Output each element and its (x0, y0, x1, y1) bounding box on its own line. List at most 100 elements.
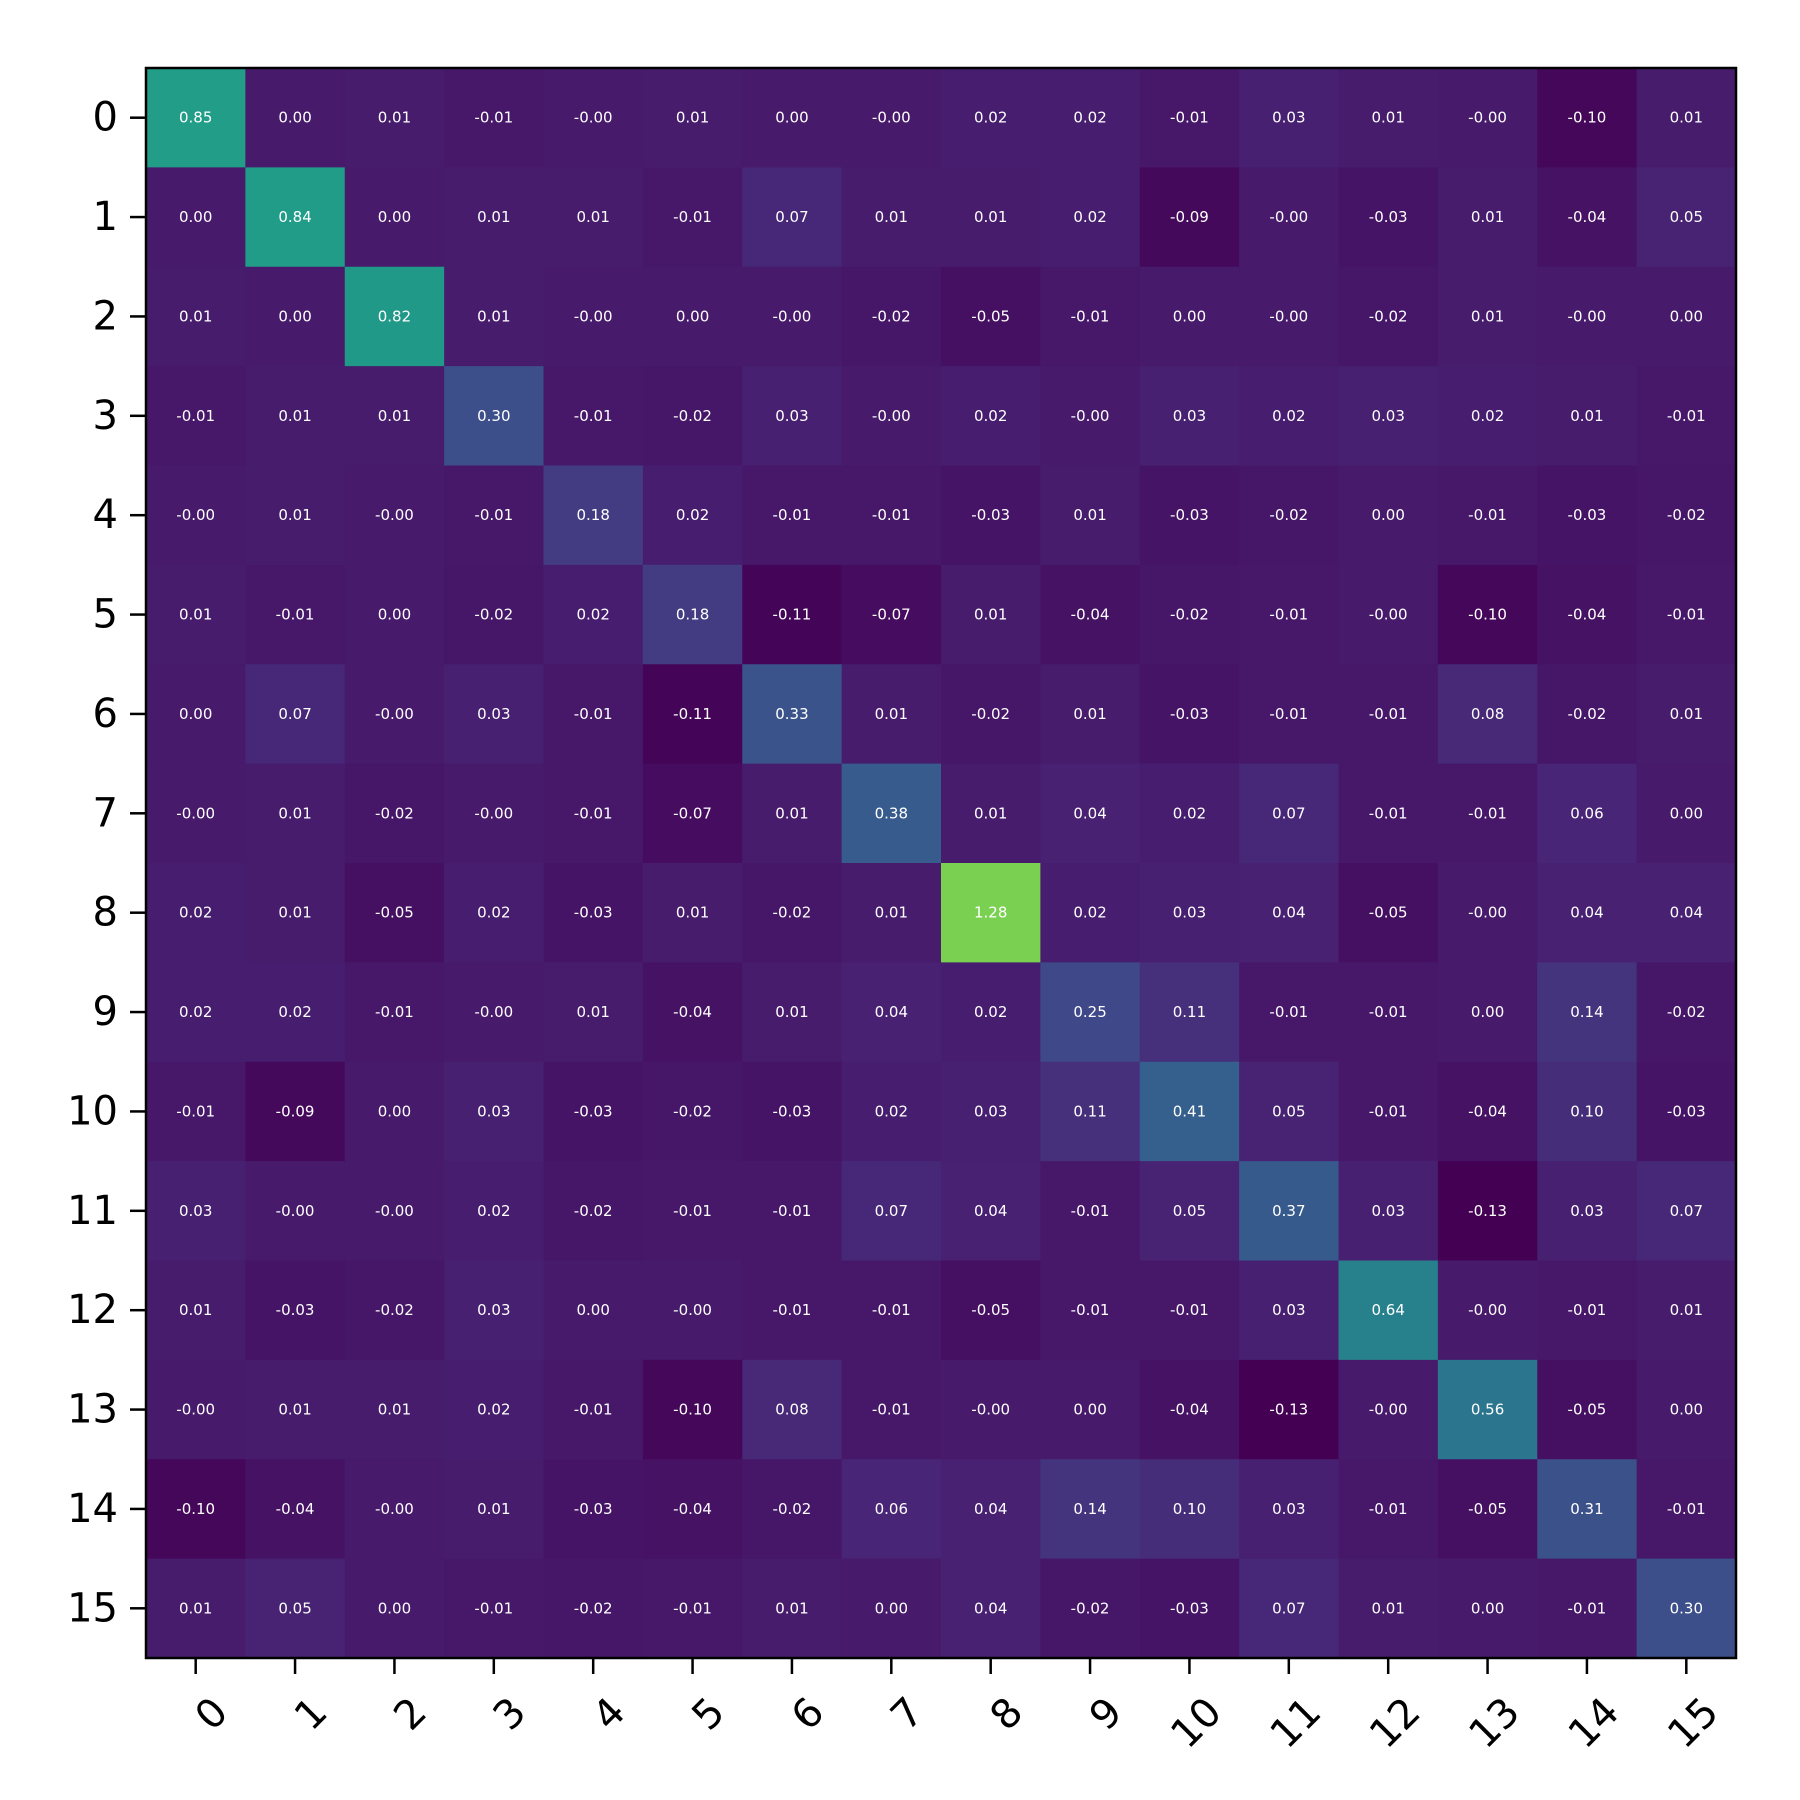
cell-value-label: -0.00 (574, 307, 613, 325)
heatmap-cell-r13-c12 (1338, 1359, 1439, 1460)
heatmap-cell-r13-c14 (1537, 1359, 1638, 1460)
heatmap-cell-r12-c10 (1139, 1260, 1240, 1361)
cell-value-label: 0.01 (676, 904, 709, 922)
cell-value-label: -0.01 (673, 1202, 712, 1220)
heatmap-cell-r7-c2 (344, 763, 445, 864)
cell-value-label: 0.03 (974, 1102, 1007, 1120)
heatmap-cell-r7-c13 (1437, 763, 1538, 864)
cell-value-label: 0.01 (278, 904, 311, 922)
cell-value-label: 0.00 (576, 1301, 609, 1319)
heatmap-cell-r7-c7 (841, 763, 942, 864)
heatmap-cell-r8-c9 (1040, 863, 1141, 963)
cell-value-label: -0.00 (1269, 208, 1308, 226)
heatmap-cell-r4-c12 (1338, 465, 1439, 566)
heatmap-cell-r8-c14 (1537, 863, 1638, 963)
cell-value-label: 0.02 (1173, 804, 1206, 822)
cell-value-label: 0.02 (477, 904, 510, 922)
heatmap-cell-r0-c5 (642, 68, 743, 168)
heatmap-cell-r2-c2 (344, 266, 445, 367)
cell-value-label: 0.06 (875, 1500, 908, 1518)
heatmap-cell-r8-c3 (444, 863, 545, 963)
cell-value-label: -0.02 (375, 1301, 414, 1319)
cell-value-label: -0.01 (1468, 804, 1507, 822)
cell-value-label: -0.01 (375, 1003, 414, 1021)
heatmap-cell-r11-c6 (742, 1161, 843, 1262)
heatmap-cell-r15-c8 (941, 1558, 1041, 1659)
heatmap-cell-r7-c5 (642, 763, 743, 864)
heatmap-cell-r9-c13 (1437, 962, 1538, 1063)
heatmap-cell-r9-c2 (344, 962, 445, 1063)
heatmap-cell-r0-c13 (1437, 68, 1538, 168)
cell-value-label: 0.37 (1272, 1202, 1305, 1220)
heatmap-cell-r15-c15 (1636, 1558, 1737, 1659)
cell-value-label: 0.06 (1570, 804, 1603, 822)
heatmap-cell-r2-c1 (245, 266, 346, 367)
cell-value-label: -0.02 (1071, 1599, 1110, 1617)
heatmap-cell-r12-c2 (344, 1260, 445, 1361)
cell-value-label: 0.18 (576, 506, 609, 524)
cell-value-label: -0.00 (1369, 606, 1408, 624)
cell-value-label: -0.03 (574, 1500, 613, 1518)
heatmap-cell-r2-c11 (1239, 266, 1340, 367)
cell-value-label: 0.01 (1670, 705, 1703, 723)
cell-value-label: -0.00 (773, 307, 812, 325)
heatmap-cell-r6-c7 (841, 664, 942, 765)
heatmap-cell-r14-c2 (344, 1459, 445, 1560)
heatmap-cell-r13-c0 (146, 1359, 246, 1460)
cell-value-label: -0.02 (1667, 506, 1706, 524)
heatmap-cell-r4-c6 (742, 465, 843, 566)
heatmap-cell-r9-c1 (245, 962, 346, 1063)
cell-value-label: 0.04 (974, 1500, 1007, 1518)
heatmap-cell-r13-c5 (642, 1359, 743, 1460)
x-tick-label: 2 (385, 1689, 436, 1740)
cell-value-label: -0.10 (1468, 606, 1507, 624)
heatmap-cell-r14-c12 (1338, 1459, 1439, 1560)
cell-value-label: 0.01 (1371, 1599, 1404, 1617)
cell-value-label: 0.02 (1073, 904, 1106, 922)
x-tick-label: 3 (485, 1689, 536, 1740)
heatmap-cell-r4-c8 (941, 465, 1041, 566)
cell-value-label: 0.01 (1670, 109, 1703, 127)
x-tick-label: 10 (1162, 1689, 1231, 1758)
heatmap-cell-r1-c4 (543, 167, 644, 268)
cell-value-label: -0.10 (176, 1500, 215, 1518)
cell-value-label: 0.03 (1173, 904, 1206, 922)
heatmap-cell-r15-c1 (245, 1558, 346, 1659)
heatmap-cell-r1-c10 (1139, 167, 1240, 268)
heatmap-cell-r2-c12 (1338, 266, 1439, 367)
cell-value-label: -0.05 (971, 1301, 1010, 1319)
cell-value-label: -0.01 (1369, 1003, 1408, 1021)
cell-value-label: -0.01 (1369, 1102, 1408, 1120)
heatmap-cell-r11-c15 (1636, 1161, 1737, 1262)
heatmap-cell-r1-c13 (1437, 167, 1538, 268)
cell-value-label: 0.01 (775, 1599, 808, 1617)
heatmap-cell-r5-c3 (444, 564, 545, 665)
heatmap-cell-r9-c6 (742, 962, 843, 1063)
heatmap-cell-r8-c13 (1437, 863, 1538, 963)
heatmap-cell-r8-c15 (1636, 863, 1737, 963)
heatmap-cell-r13-c6 (742, 1359, 843, 1460)
cell-value-label: -0.03 (276, 1301, 315, 1319)
heatmap-cell-r10-c4 (543, 1061, 644, 1162)
heatmap-cell-r6-c3 (444, 664, 545, 765)
cell-value-label: -0.01 (176, 407, 215, 425)
cell-value-label: 0.01 (1073, 506, 1106, 524)
heatmap-cell-r12-c6 (742, 1260, 843, 1361)
cell-value-label: 0.30 (477, 407, 510, 425)
heatmap-cell-r10-c1 (245, 1061, 346, 1162)
x-tick-label: 12 (1361, 1689, 1430, 1758)
cell-value-label: -0.00 (1071, 407, 1110, 425)
cell-value-label: 0.01 (576, 1003, 609, 1021)
cell-value-label: -0.01 (1568, 1599, 1607, 1617)
heatmap-cell-r1-c1 (245, 167, 346, 268)
heatmap-cell-r5-c11 (1239, 564, 1340, 665)
cell-value-label: 0.01 (875, 208, 908, 226)
heatmap-cell-r8-c6 (742, 863, 843, 963)
heatmap-cell-r7-c10 (1139, 763, 1240, 864)
heatmap-cell-r10-c6 (742, 1061, 843, 1162)
cell-value-label: 0.01 (974, 606, 1007, 624)
cell-value-label: 0.05 (1272, 1102, 1305, 1120)
cell-value-label: -0.03 (574, 1102, 613, 1120)
